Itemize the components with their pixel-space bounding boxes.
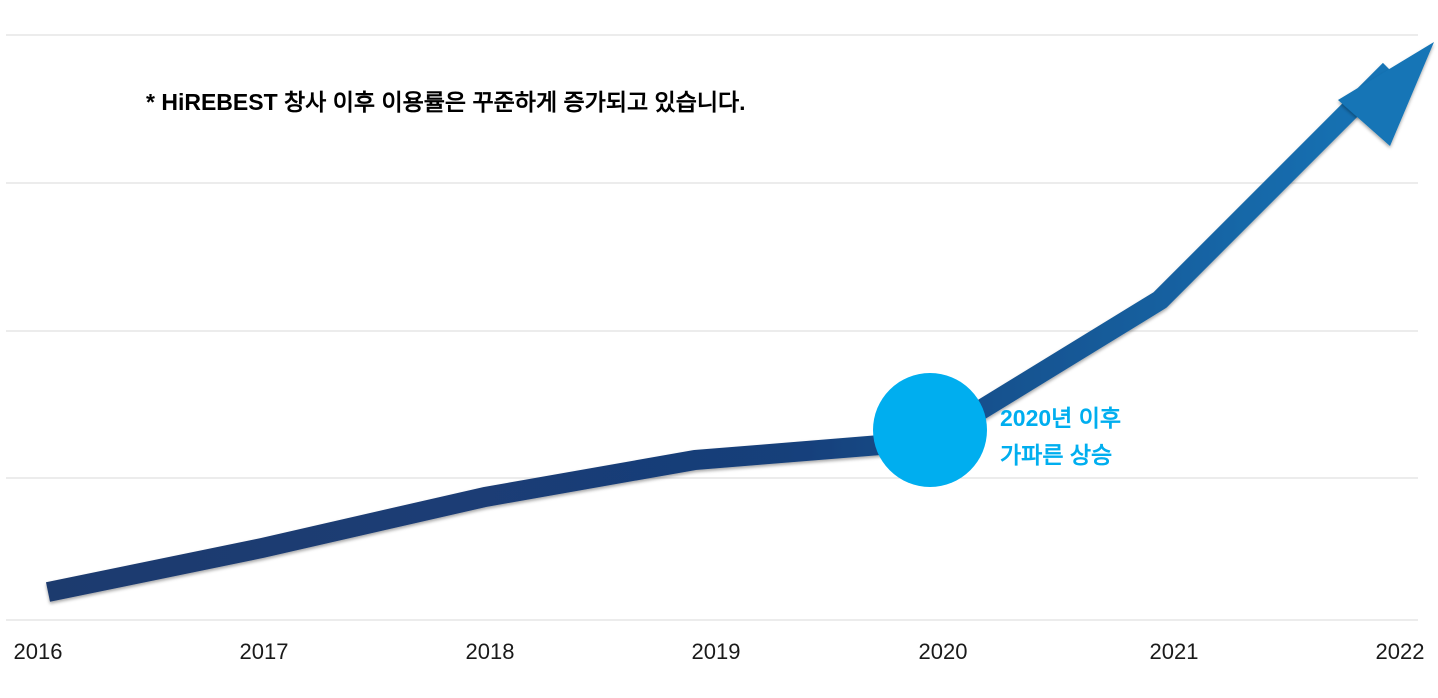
highlight-label-line2: 가파른 상승 [1000, 442, 1112, 468]
x-axis-ticks: 2016 2017 2018 2019 2020 2021 2022 [14, 639, 1425, 664]
arrowhead-icon [1338, 42, 1434, 146]
highlight-label-line1: 2020년 이후 [1000, 405, 1121, 431]
grid-lines [6, 34, 1418, 621]
x-tick-label-2021: 2021 [1150, 639, 1199, 664]
x-tick-label-2016: 2016 [14, 639, 63, 664]
x-tick-label-2019: 2019 [692, 639, 741, 664]
chart-note: * HiREBEST 창사 이후 이용률은 꾸준하게 증가되고 있습니다. [146, 89, 746, 115]
series-line [45, 62, 1398, 602]
x-tick-label-2017: 2017 [240, 639, 289, 664]
series-arrowhead [1338, 42, 1434, 146]
highlight-circle [873, 373, 987, 487]
x-tick-label-2022: 2022 [1376, 639, 1425, 664]
x-tick-label-2020: 2020 [919, 639, 968, 664]
series-line-path [45, 62, 1398, 602]
x-tick-label-2018: 2018 [466, 639, 515, 664]
